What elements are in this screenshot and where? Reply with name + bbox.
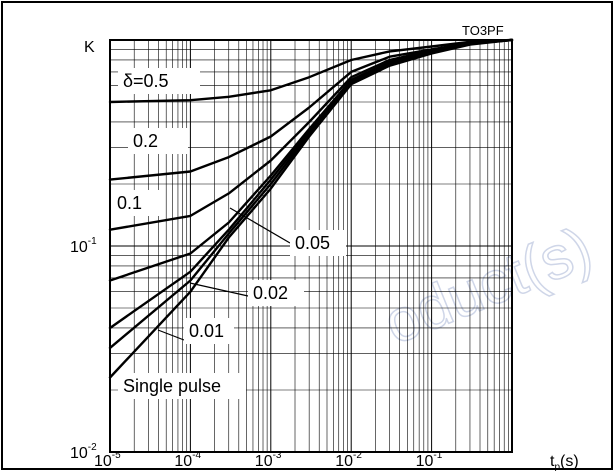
series-label-leader <box>189 282 249 297</box>
series-labels: δ=0.5 0.2 0.1 0.05 0.02 0.01 Single pulse <box>112 68 346 399</box>
series-label-box <box>128 128 188 154</box>
x-tick-label: 10-4 <box>174 450 201 470</box>
y-tick-exp: -1 <box>88 236 97 247</box>
x-axis-label-sub: p <box>554 462 560 471</box>
y-tick-label: 10-2 <box>70 442 97 462</box>
x-tick-label: 10-1 <box>416 450 443 470</box>
series-line <box>108 38 514 181</box>
y-tick-label: 10-1 <box>70 236 97 256</box>
series-label: 0.2 <box>133 131 158 151</box>
series-line <box>108 38 514 104</box>
x-tick-exp: -3 <box>273 450 282 461</box>
x-tick-exp: -4 <box>192 450 201 461</box>
series-label: δ=0.5 <box>123 71 169 91</box>
x-axis-label: tp(s) <box>550 453 579 471</box>
x-tick-exp: -2 <box>353 450 362 461</box>
x-tick-label: 10-3 <box>255 450 282 470</box>
series-label-box <box>184 318 234 344</box>
chart-tag: TO3PF <box>462 23 504 38</box>
y-tick-exp: -2 <box>88 442 97 453</box>
y-axis-label: K <box>84 39 95 56</box>
x-tick-base: 10 <box>335 453 353 470</box>
x-tick-base: 10 <box>255 453 273 470</box>
series-label-box <box>248 280 304 306</box>
x-tick-exp: -5 <box>112 450 121 461</box>
series-label: 0.02 <box>253 283 288 303</box>
series-label-box <box>118 373 246 399</box>
series-label-leader <box>229 207 291 244</box>
curves <box>108 38 514 379</box>
series-label-box <box>112 190 160 216</box>
x-tick-base: 10 <box>174 453 192 470</box>
series-label: Single pulse <box>123 376 221 396</box>
series-label-leader <box>157 329 185 341</box>
x-tick-base: 10 <box>416 453 434 470</box>
x-tick-label: 10-2 <box>335 450 362 470</box>
y-tick-base: 10 <box>70 239 88 256</box>
series-label-box <box>290 230 346 256</box>
x-tick-base: 10 <box>94 453 112 470</box>
series-line <box>108 38 514 379</box>
x-axis-label-main: t <box>550 453 555 470</box>
x-tick-exp: -1 <box>433 450 442 461</box>
series-label: 0.01 <box>189 321 224 341</box>
x-axis-label-unit: (s) <box>560 453 579 470</box>
plot-area-border <box>109 39 513 453</box>
series-label: 0.1 <box>117 193 142 213</box>
series-label-box <box>118 68 200 94</box>
x-tick-label: 10-5 <box>94 450 121 470</box>
series-label: 0.05 <box>295 233 330 253</box>
y-tick-base: 10 <box>70 445 88 462</box>
axes: K TO3PF tp(s) 10-5 10-4 10-3 10-2 10-110-210… <box>70 23 579 471</box>
